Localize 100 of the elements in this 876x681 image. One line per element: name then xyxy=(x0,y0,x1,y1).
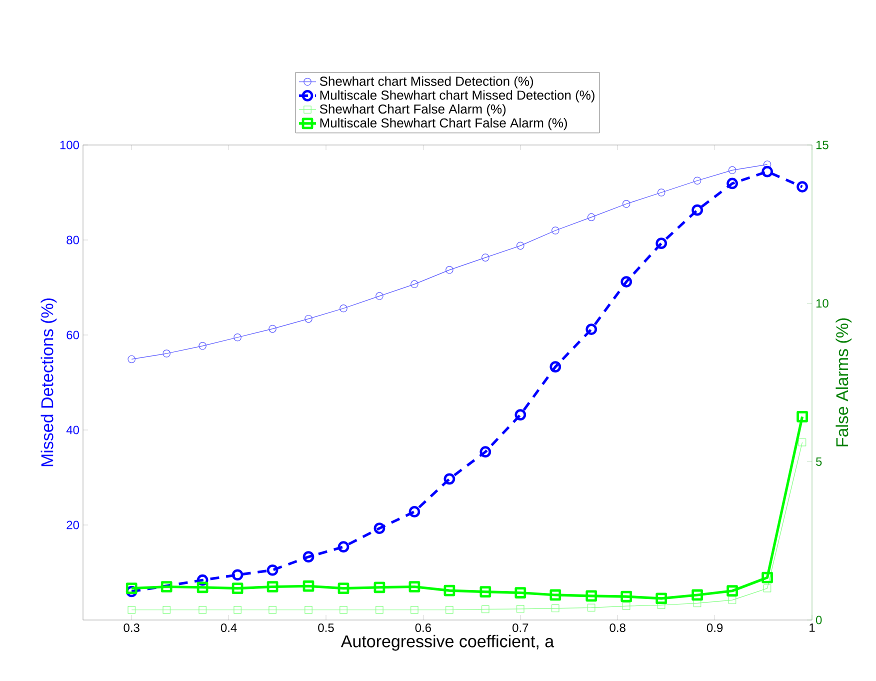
point xyxy=(232,569,244,581)
point xyxy=(762,572,773,584)
point xyxy=(266,581,278,592)
point xyxy=(514,409,526,420)
x-axis-title: Autoregressive coefficient, a xyxy=(340,634,554,651)
point xyxy=(587,213,596,222)
point xyxy=(622,602,630,610)
point xyxy=(268,324,276,333)
point xyxy=(374,522,386,534)
point xyxy=(482,605,490,614)
point xyxy=(482,254,490,262)
point xyxy=(657,188,666,196)
x-tick-label: 0.3 xyxy=(124,624,140,632)
point xyxy=(586,324,598,335)
point xyxy=(587,604,596,612)
y2-tick-label: 15 xyxy=(816,140,828,150)
point xyxy=(728,166,736,174)
legend-label: Shewhart Chart False Alarm (%) xyxy=(320,104,506,116)
point xyxy=(304,606,312,614)
x-tick-label: 0.4 xyxy=(220,624,237,632)
point xyxy=(340,304,348,312)
point xyxy=(302,580,314,592)
point xyxy=(446,606,454,614)
point xyxy=(622,200,630,208)
point xyxy=(198,606,206,614)
point xyxy=(268,606,276,614)
point xyxy=(162,606,170,614)
point xyxy=(796,181,808,192)
point xyxy=(514,587,526,598)
point xyxy=(516,605,524,613)
point xyxy=(656,238,668,249)
y-tick-label: 80 xyxy=(66,236,80,244)
point xyxy=(234,333,242,342)
point xyxy=(196,582,208,594)
x-tick-label: 0.9 xyxy=(706,624,723,632)
point xyxy=(408,506,420,518)
point xyxy=(728,596,736,604)
point xyxy=(516,242,524,250)
point xyxy=(266,564,278,576)
point xyxy=(480,586,492,598)
point xyxy=(444,473,456,485)
point xyxy=(126,586,138,598)
point xyxy=(798,438,806,446)
x-tick-label: 0.5 xyxy=(318,624,334,632)
point xyxy=(620,590,632,602)
y2-tick-label: 10 xyxy=(816,299,828,308)
point xyxy=(550,589,562,601)
point xyxy=(198,342,206,350)
point xyxy=(410,606,418,614)
legend-label: Multiscale Shewhart Chart False Alarm (%) xyxy=(320,118,567,130)
y2-tick-label: 5 xyxy=(816,457,822,466)
point xyxy=(338,582,350,594)
point xyxy=(586,590,598,602)
point xyxy=(304,314,312,323)
y-tick-label: 40 xyxy=(66,426,80,434)
x-tick-label: 0.6 xyxy=(415,624,432,632)
point xyxy=(196,574,208,586)
point xyxy=(340,606,348,614)
point xyxy=(552,604,560,612)
point xyxy=(160,581,172,592)
point xyxy=(480,446,492,458)
point xyxy=(128,606,136,614)
point xyxy=(234,606,242,614)
point xyxy=(444,584,456,596)
point xyxy=(126,582,138,594)
point xyxy=(726,585,738,597)
point xyxy=(338,541,350,553)
point xyxy=(763,584,772,592)
y-axis-title: Missed Detections (%) xyxy=(40,298,57,466)
y-tick-label: 60 xyxy=(66,330,80,340)
x-tick-label: 1 xyxy=(810,624,815,632)
point xyxy=(446,266,454,274)
point xyxy=(374,582,386,594)
y2-axis-title: False Alarms (%) xyxy=(836,318,852,446)
point xyxy=(302,551,314,562)
point xyxy=(693,176,702,185)
point xyxy=(408,581,420,592)
point xyxy=(552,226,560,234)
legend-label: Multiscale Shewhart chart Missed Detection (%) xyxy=(320,90,594,102)
point xyxy=(128,355,136,364)
point xyxy=(550,361,562,372)
point xyxy=(796,411,808,422)
x-tick-label: 0.8 xyxy=(610,624,626,632)
point xyxy=(692,204,703,216)
point xyxy=(376,606,384,614)
point xyxy=(162,350,170,358)
point xyxy=(620,276,632,288)
y-tick-label: 100 xyxy=(60,140,80,150)
point xyxy=(657,601,666,610)
x-tick-label: 0.7 xyxy=(512,624,528,632)
legend-label: Shewhart chart Missed Detection (%) xyxy=(320,76,534,88)
point xyxy=(232,582,244,594)
y2-tick-label: 0 xyxy=(816,616,822,624)
point xyxy=(726,178,738,190)
point xyxy=(692,589,703,601)
point xyxy=(762,166,773,178)
point xyxy=(410,280,418,288)
point xyxy=(656,592,668,604)
point xyxy=(376,292,384,300)
y-tick-label: 20 xyxy=(66,520,80,530)
